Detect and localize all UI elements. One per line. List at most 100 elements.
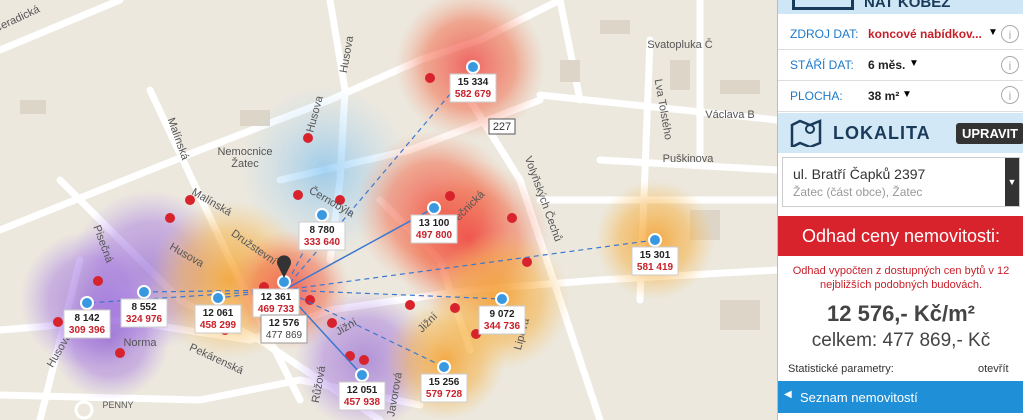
marker-dot — [437, 360, 451, 374]
map-point — [335, 195, 345, 205]
price-per-m2: 12 051 — [347, 385, 378, 396]
filter-row[interactable]: PLOCHA: 38 m² ▼ i — [778, 80, 1023, 112]
map-point — [359, 355, 369, 365]
header-title: NAT KOBEŽ — [864, 0, 951, 11]
price-per-m2: 8 780 — [309, 225, 334, 236]
price-total: 309 396 — [69, 325, 106, 336]
map-point — [507, 213, 517, 223]
price-per-m2: 12 361 — [261, 292, 292, 303]
info-icon[interactable]: i — [1001, 56, 1019, 74]
marker-box — [252, 288, 300, 318]
estimate-title: Odhad ceny nemovitosti: — [778, 216, 1023, 256]
search-icon[interactable] — [74, 400, 94, 420]
price-per-m2: 13 100 — [419, 218, 450, 229]
marker-box — [420, 373, 468, 403]
connection-line — [283, 207, 435, 291]
map-point — [303, 133, 313, 143]
map-point — [345, 351, 355, 361]
price-total: 344 736 — [484, 321, 521, 332]
map-point — [53, 317, 63, 327]
info-icon[interactable]: i — [1001, 86, 1019, 104]
street-label: Puškinova — [663, 153, 715, 165]
edit-button[interactable]: UPRAVIT — [956, 123, 1023, 144]
street-label: PENNY — [102, 400, 133, 410]
price-total: 333 640 — [304, 237, 341, 248]
marker-box — [631, 246, 679, 276]
address-box[interactable]: ul. Bratří Čapků 2397 Žatec (část obce),… — [782, 157, 1020, 207]
marker-dot — [80, 296, 94, 310]
connection-line — [283, 289, 503, 300]
address-sub: Žatec (část obce), Žatec — [793, 185, 923, 199]
street-label: Nemocnice Žatec — [217, 146, 272, 170]
sidebar: NAT KOBEŽ ZDROJ DAT: koncové nabídkov... ▼… — [777, 0, 1023, 420]
price-total: 582 679 — [455, 89, 492, 100]
filter-label: STÁŘÍ DAT: — [790, 58, 854, 72]
marker-dot — [211, 291, 225, 305]
map-point — [445, 191, 455, 201]
map-icon — [790, 119, 822, 147]
street-label: 227 — [493, 121, 511, 133]
price-total: 457 938 — [344, 397, 381, 408]
marker-box — [120, 298, 168, 328]
filter-value: koncové nabídkov... — [868, 27, 982, 41]
street-label: Malínská — [165, 116, 192, 162]
price-per-m2: 15 334 — [458, 77, 489, 88]
stats-label: Statistické parametry: — [788, 363, 894, 375]
marker-dot — [648, 233, 662, 247]
price-per-m2: 12 061 — [203, 308, 234, 319]
price-total: 497 800 — [416, 230, 453, 241]
connection-line — [283, 66, 474, 291]
marker-box — [449, 73, 497, 103]
location-pin — [277, 255, 292, 278]
price-per-m2: 8 142 — [74, 313, 99, 324]
map-point — [293, 190, 303, 200]
estimate-note: Odhad vypočten z dostupných cen bytů v 1… — [792, 265, 1010, 291]
map-point — [405, 300, 415, 310]
map-point — [327, 318, 337, 328]
list-button[interactable]: ◀ Seznam nemovitostí — [778, 381, 1023, 413]
price-per-m2: 8 552 — [131, 302, 156, 313]
stats-link[interactable]: otevřít — [978, 363, 1009, 375]
road-sign — [488, 118, 516, 135]
address: ul. Bratří Čapků 2397 — [793, 166, 926, 182]
map-point — [115, 348, 125, 358]
connection-line — [283, 289, 445, 368]
price-total: 477 869 — [266, 330, 303, 341]
marker-box — [338, 381, 386, 411]
price-total: 458 299 — [200, 320, 237, 331]
marker-box — [410, 214, 458, 244]
street-label: Čeradická — [0, 2, 43, 35]
price-total: 579 728 — [426, 389, 463, 400]
marker-box — [298, 221, 346, 251]
marker-box — [63, 309, 111, 339]
marker-dot — [315, 208, 329, 222]
marker-dot — [137, 285, 151, 299]
marker-dot — [355, 368, 369, 382]
location-bar: LOKALITA UPRAVIT — [778, 113, 1023, 153]
info-icon[interactable]: i — [1001, 25, 1019, 43]
map-point — [305, 295, 315, 305]
map-point — [425, 73, 435, 83]
price-per-m2: 15 256 — [429, 377, 460, 388]
filter-value: 6 měs. — [868, 58, 906, 72]
street-label: Husova — [338, 34, 356, 74]
filter-value: 38 m² — [868, 89, 900, 103]
price-per-m2: 15 301 — [640, 250, 671, 261]
map-point — [165, 213, 175, 223]
marker-dot — [427, 201, 441, 215]
price-per-m2: 12 576,- Kč/m² — [827, 301, 975, 326]
filter-row[interactable]: STÁŘÍ DAT: 6 měs. ▼ i — [778, 49, 1023, 81]
filter-row[interactable]: ZDROJ DAT: koncové nabídkov... ▼ i — [778, 18, 1023, 50]
list-button-label: Seznam nemovitostí — [800, 390, 918, 405]
price-per-m2: 12 576 — [269, 318, 300, 329]
marker-dot — [466, 60, 480, 74]
filter-label: PLOCHA: — [790, 89, 843, 103]
price-total: 469 733 — [258, 304, 295, 315]
price-per-m2: 9 072 — [489, 309, 514, 320]
location-title: LOKALITA — [833, 123, 931, 143]
price-total: 324 976 — [126, 314, 163, 325]
filter-label: ZDROJ DAT: — [790, 27, 859, 41]
street-label: Václava B — [705, 109, 755, 121]
